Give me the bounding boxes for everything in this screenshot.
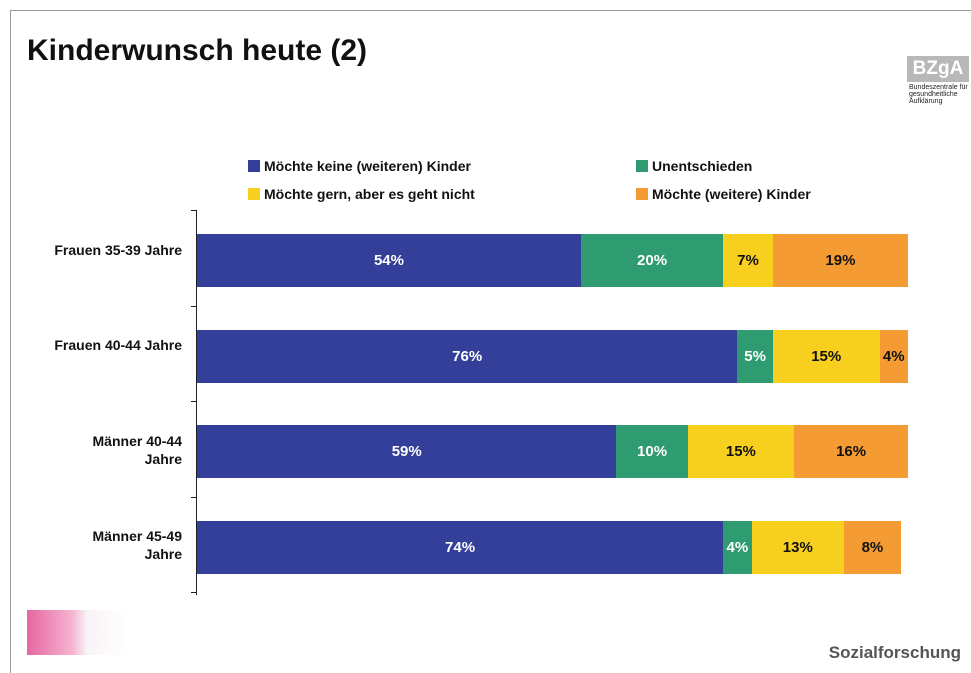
value-label: 4%	[882, 347, 905, 365]
legend-swatch	[248, 188, 260, 200]
bar-segment: 4%	[879, 329, 908, 383]
bar-segment: 74%	[197, 520, 724, 574]
legend-swatch	[636, 160, 648, 172]
bar-segment: 13%	[751, 520, 844, 574]
value-label: 16%	[836, 443, 867, 461]
category-label: Männer 45-49 Jahre	[92, 528, 182, 563]
chart-title: Kinderwunsch heute (2)	[27, 34, 368, 67]
bar-segment: 15%	[687, 425, 795, 479]
bar-segment: 59%	[197, 425, 617, 479]
bar-segment: 76%	[197, 329, 738, 383]
legend-item: Unentschieden	[636, 158, 752, 174]
axis-tick	[191, 496, 197, 498]
frame-top	[10, 10, 971, 11]
bar-segment: 19%	[772, 234, 908, 288]
value-label: 7%	[737, 252, 759, 270]
legend-label: Möchte (weitere) Kinder	[652, 186, 811, 202]
value-label: 10%	[637, 443, 668, 461]
bar-segment: 7%	[723, 234, 773, 288]
legend-item: Möchte (weitere) Kinder	[636, 186, 811, 202]
axis-tick	[191, 401, 197, 402]
legend-label: Unentschieden	[652, 158, 753, 174]
value-label: 5%	[744, 347, 766, 365]
axis-tick	[191, 305, 197, 307]
value-label: 20%	[637, 252, 668, 270]
frame-left	[10, 10, 11, 673]
legend-label: Möchte gern, aber es geht nicht	[264, 186, 475, 202]
legend-label: Möchte keine (weiteren) Kinder	[264, 158, 471, 174]
axis-tick	[191, 592, 197, 593]
value-label: 74%	[445, 538, 476, 556]
bar-segment: 20%	[580, 234, 724, 288]
value-label: 13%	[782, 538, 813, 556]
bar-segment: 10%	[616, 425, 688, 479]
value-label: 4%	[726, 538, 749, 556]
footer: Sozialforschung	[828, 643, 961, 662]
legend-swatch	[248, 160, 260, 172]
bar-segment: 16%	[794, 425, 908, 479]
legend-item: Möchte keine (weiteren) Kinder	[248, 158, 471, 174]
logo: BZgA	[907, 56, 969, 82]
category-label: Frauen 35-39 Jahre	[54, 241, 182, 258]
legend-swatch	[636, 188, 648, 200]
value-label: 19%	[825, 252, 856, 270]
bar-segment: 8%	[844, 520, 901, 574]
category-label: Frauen 40-44 Jahre	[54, 337, 182, 354]
value-label: 15%	[725, 443, 756, 461]
value-label: 8%	[861, 538, 884, 556]
value-label: 59%	[391, 443, 422, 461]
axis-tick	[191, 210, 197, 211]
bar-segment: 15%	[772, 329, 880, 383]
legend-item: Möchte gern, aber es geht nicht	[248, 186, 475, 202]
bar-segment: 5%	[737, 329, 773, 383]
value-label: 54%	[373, 252, 404, 270]
value-label: 76%	[452, 347, 483, 365]
bar-segment: 4%	[723, 520, 752, 574]
partner-logo	[27, 610, 127, 655]
bar-segment: 54%	[197, 234, 581, 288]
axis-line	[196, 210, 197, 595]
logo-subtitle: Bundeszentrale für gesundheitliche Aufkl…	[909, 84, 968, 105]
value-label: 15%	[811, 347, 842, 365]
category-label: Männer 40-44 Jahre	[92, 432, 182, 467]
